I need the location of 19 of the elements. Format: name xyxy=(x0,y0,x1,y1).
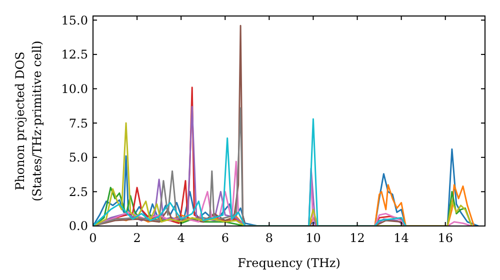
x-tick-label: 16 xyxy=(438,231,453,245)
x-tick-label: 2 xyxy=(133,231,141,245)
x-tick-label: 0 xyxy=(89,231,97,245)
line-series xyxy=(93,107,246,226)
x-tick-label: 10 xyxy=(306,231,321,245)
y-tick-label: 10.0 xyxy=(61,82,88,96)
x-tick-label: 14 xyxy=(394,231,410,245)
x-tick-label: 4 xyxy=(177,231,186,245)
y-tick-label: 15.0 xyxy=(61,13,88,28)
x-tick-label: 6 xyxy=(221,231,229,245)
x-tick-label: 12 xyxy=(350,231,365,245)
y-tick-label: 5.0 xyxy=(68,150,88,165)
y-tick-label: 2.5 xyxy=(68,184,88,199)
x-tick-label: 8 xyxy=(265,231,273,245)
y-tick-label: 0.0 xyxy=(68,219,88,234)
y-axis-title: Phonon projected DOS (States/THz·primitive cell) xyxy=(13,40,44,202)
y-tick-label: 7.5 xyxy=(68,116,88,130)
y-tick-label: 12.5 xyxy=(61,48,88,62)
x-axis-title: Frequency (THz) xyxy=(238,256,340,270)
